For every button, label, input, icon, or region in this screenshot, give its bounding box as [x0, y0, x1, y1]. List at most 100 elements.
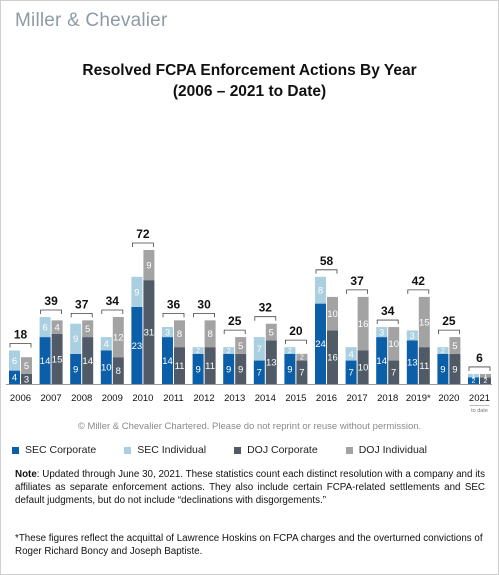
bar-sec-corporate: [9, 370, 20, 384]
data-label: 3: [410, 331, 415, 342]
total-label: 30: [197, 297, 211, 311]
bar-sec-individual: [253, 337, 265, 361]
bar-doj-individual: [82, 320, 94, 338]
data-label: 9: [146, 260, 151, 271]
x-tick-label: 2010: [132, 393, 153, 404]
total-bracket: [162, 312, 185, 318]
data-label: 2: [300, 355, 304, 362]
bar-sec-corporate: [284, 353, 296, 384]
x-tick-label: 2006: [10, 393, 31, 404]
legend-swatch: [234, 446, 242, 454]
bar-doj-individual: [449, 337, 461, 354]
bar-sec-individual: [192, 347, 204, 354]
x-tick-label: 2013: [224, 393, 245, 404]
bar-sec-individual: [376, 327, 388, 338]
total-label: 72: [136, 227, 150, 241]
bar-doj-corporate: [112, 357, 124, 384]
data-label: 7: [348, 368, 353, 379]
bar-sec-corporate: [406, 340, 418, 384]
data-label: 10: [327, 309, 338, 320]
total-bracket: [101, 309, 124, 314]
bar-doj-corporate: [327, 330, 338, 384]
total-bracket: [9, 343, 32, 348]
data-label: 11: [175, 361, 185, 372]
data-label: 2: [288, 348, 292, 355]
data-label: 5: [238, 341, 243, 352]
data-label: 14: [40, 356, 51, 367]
bar-doj-individual: [357, 296, 369, 351]
total-bracket: [132, 242, 154, 247]
data-label: 14: [82, 356, 93, 367]
data-label: 7: [257, 368, 262, 379]
x-tick-label: 2009: [102, 393, 123, 404]
bar-sec-individual: [162, 327, 173, 338]
bar-sec-corporate: [376, 337, 388, 384]
data-label: 9: [452, 364, 457, 375]
data-label: 31: [144, 327, 155, 338]
chart-subtitle: (2006 – 2021 to Date): [172, 83, 327, 100]
total-bracket: [254, 316, 277, 321]
note-paragraph: Note: Updated through June 30, 2021. The…: [15, 468, 485, 507]
total-bracket: [70, 312, 93, 318]
data-label: 4: [104, 339, 109, 350]
bar-doj-corporate: [21, 373, 32, 384]
x-tick-label: 2011: [163, 393, 183, 404]
data-label: 9: [287, 364, 292, 375]
data-label: 9: [440, 364, 445, 375]
bar-sec-individual: [9, 350, 20, 371]
legend-label: SEC Individual: [137, 444, 207, 456]
bar-sec-corporate: [437, 353, 449, 384]
total-bracket: [315, 269, 338, 274]
bar-doj-corporate: [296, 360, 308, 384]
total-bracket: [346, 289, 368, 294]
data-label: 8: [177, 329, 182, 340]
data-label: 9: [73, 364, 78, 375]
data-label: 8: [116, 366, 121, 377]
legend-item: SEC Individual: [124, 444, 206, 456]
data-label: 14: [376, 356, 387, 367]
x-tick-label: 2015: [285, 393, 306, 404]
bar-doj-corporate: [265, 340, 277, 384]
data-label: 7: [299, 368, 304, 379]
bar-sec-individual: [345, 347, 357, 361]
bar-doj-corporate: [82, 337, 94, 384]
brand-logo: Miller & Chevalier: [15, 10, 168, 31]
total-bracket: [223, 329, 246, 335]
data-label: 15: [52, 354, 63, 365]
data-label: 5: [452, 341, 457, 352]
data-label: 5: [24, 361, 29, 372]
bar-doj-individual: [235, 337, 247, 354]
total-bracket: [285, 339, 307, 345]
bar-sec-corporate: [100, 350, 112, 384]
x-tick-label: 2018: [377, 393, 398, 404]
x-tick-label: 2008: [71, 393, 92, 404]
data-label: 15: [419, 317, 430, 328]
bar-sec-individual: [437, 347, 449, 354]
x-tick-label: 2021: [469, 393, 490, 404]
bar-doj-individual: [112, 317, 124, 358]
data-label: 5: [269, 327, 274, 338]
bar-doj-corporate: [480, 377, 491, 384]
total-bracket: [40, 309, 62, 314]
total-label: 20: [289, 324, 303, 338]
bar-sec-individual: [284, 347, 296, 354]
bar-doj-individual: [204, 320, 216, 348]
data-label: 3: [165, 327, 170, 338]
total-bracket: [407, 289, 430, 294]
bar-sec-corporate: [253, 360, 265, 384]
total-label: 25: [228, 314, 242, 328]
data-label: 4: [54, 322, 59, 333]
total-label: 36: [167, 297, 181, 311]
total-label: 37: [75, 297, 89, 311]
x-tick-label: 2007: [41, 393, 62, 404]
bar-sec-individual: [39, 317, 51, 338]
data-label: 4: [348, 349, 353, 360]
bar-doj-individual: [418, 296, 430, 348]
bar-doj-corporate: [143, 280, 155, 384]
data-label: 9: [73, 334, 78, 345]
note-label: Note: [15, 469, 37, 480]
data-label: 8: [207, 329, 212, 340]
bar-doj-corporate: [449, 353, 461, 384]
legend-swatch: [12, 446, 19, 454]
data-label: 11: [205, 361, 215, 372]
